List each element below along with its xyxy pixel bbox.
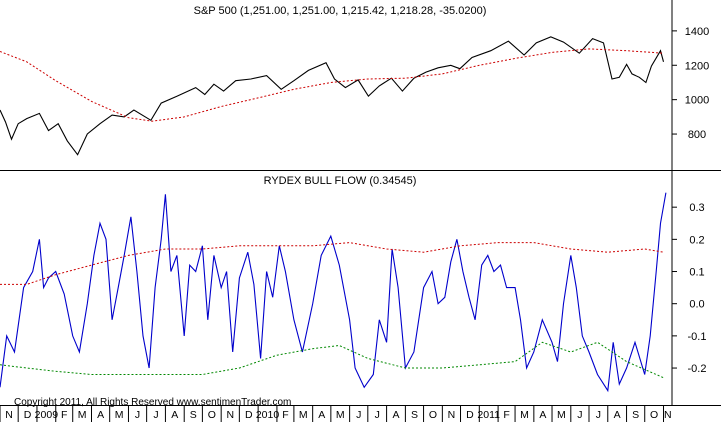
x-tick-label: O — [429, 409, 437, 421]
series-line-price — [0, 36, 665, 156]
sp500-title: S&P 500 (1,251.00, 1,251.00, 1,215.42, 1… — [194, 5, 487, 17]
time-axis: N D 2009 F M A M J J A S O N D 2010 F M A M J J A S O N D 2011 F M A M… — [0, 405, 672, 422]
x-tick-label: M — [557, 409, 566, 421]
x-tick-label: D — [245, 409, 253, 421]
sp500-y-axis: 800 1000 1200 1400 — [672, 26, 709, 141]
x-tick-label: M — [336, 409, 345, 421]
x-tick-label: M — [299, 409, 308, 421]
y-tick-label: -0.1 — [688, 331, 707, 343]
y-tick-label: -0.2 — [688, 363, 707, 375]
y-tick-label: 0.1 — [689, 267, 704, 279]
rydex-plot — [0, 192, 667, 393]
y-tick-label: 0.2 — [689, 234, 704, 246]
copyright-notice: Copyright 2011, All Rights Reserved www.… — [14, 397, 291, 408]
x-tick-label: A — [171, 409, 178, 421]
series-line-flow — [0, 192, 667, 393]
x-tick-label: A — [392, 409, 399, 421]
series-line-lower-band — [0, 341, 664, 379]
x-tick-label: A — [539, 409, 546, 421]
x-tick-label: 2011 — [477, 409, 500, 421]
x-tick-label: M — [78, 409, 87, 421]
y-tick-label: 0.3 — [689, 202, 704, 214]
x-tick-label: D — [24, 409, 32, 421]
y-tick-label: 1200 — [685, 60, 709, 72]
x-tick-label: J — [375, 409, 380, 421]
y-tick-label: 1000 — [685, 95, 709, 107]
x-tick-label: J — [577, 409, 582, 421]
series-line-upper-band — [0, 242, 664, 285]
x-tick-label: F — [282, 409, 288, 421]
sp500-plot — [0, 36, 665, 156]
x-tick-label: O — [208, 409, 216, 421]
x-tick-label: S — [411, 409, 418, 421]
x-tick-label: F — [61, 409, 67, 421]
series-line-moving-average — [0, 48, 664, 122]
x-tick-label: J — [356, 409, 361, 421]
x-tick-label: S — [632, 409, 639, 421]
panel-frames — [0, 0, 721, 406]
x-tick-label: J — [153, 409, 158, 421]
y-tick-label: 800 — [688, 129, 706, 141]
x-tick-label: M — [520, 409, 529, 421]
rydex-title: RYDEX BULL FLOW (0.34545) — [264, 175, 417, 187]
x-tick-label: D — [466, 409, 474, 421]
x-tick-label: 2009 — [35, 409, 59, 421]
sp500-panel: S&P 500 (1,251.00, 1,251.00, 1,215.42, 1… — [0, 5, 709, 156]
x-tick-label: 2010 — [256, 409, 280, 421]
rydex-y-axis: -0.2 -0.1 0.0 0.1 0.2 0.3 — [672, 202, 706, 375]
y-tick-label: 1400 — [685, 26, 709, 38]
x-tick-label: A — [614, 409, 621, 421]
x-tick-label: N — [5, 409, 13, 421]
x-tick-label: A — [318, 409, 325, 421]
rydex-panel: RYDEX BULL FLOW (0.34545) -0.2 -0.1 0.0 0.1… — [0, 175, 706, 393]
x-tick-label: A — [97, 409, 104, 421]
x-tick-label: F — [503, 409, 509, 421]
x-tick-label: N — [448, 409, 456, 421]
x-tick-label: O — [650, 409, 658, 421]
x-tick-label: J — [596, 409, 601, 421]
x-tick-label: S — [190, 409, 197, 421]
x-tick-label: M — [115, 409, 124, 421]
x-tick-label: N — [226, 409, 234, 421]
x-tick-label: N — [664, 409, 672, 421]
y-tick-label: 0.0 — [689, 299, 704, 311]
x-tick-label: J — [135, 409, 140, 421]
